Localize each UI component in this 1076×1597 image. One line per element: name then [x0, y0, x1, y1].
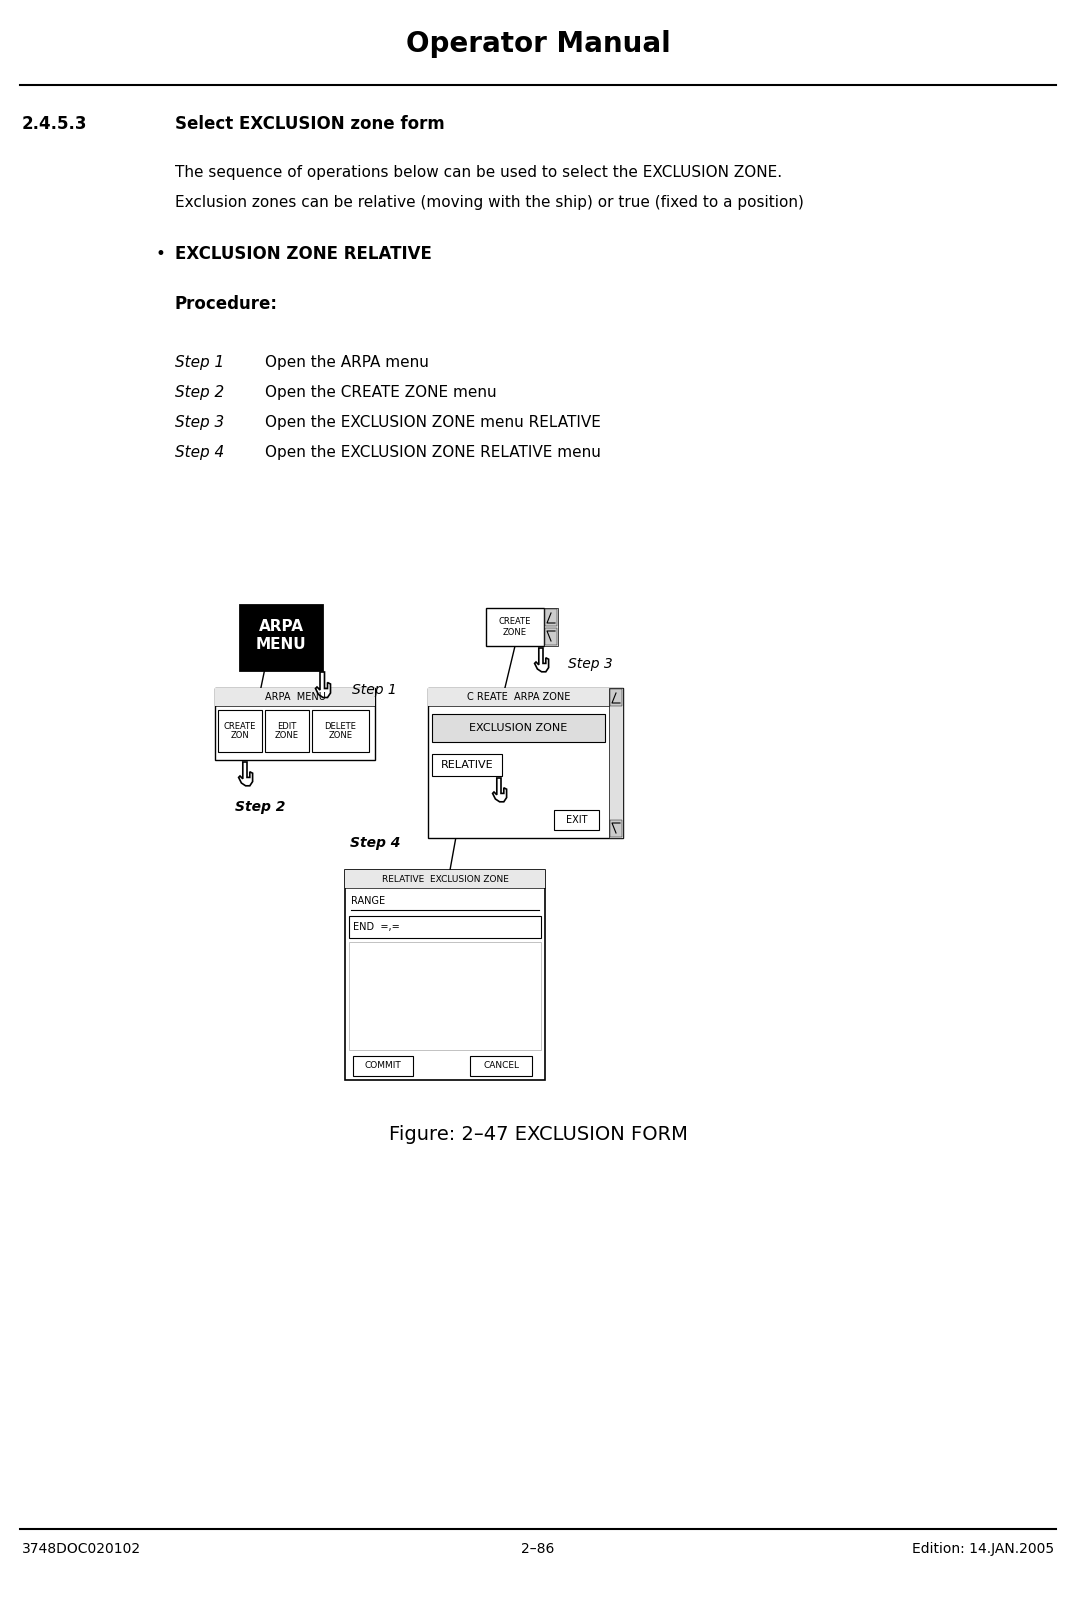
Bar [610, 819, 622, 837]
Text: Procedure:: Procedure: [175, 295, 278, 313]
Text: Open the ARPA menu: Open the ARPA menu [265, 355, 429, 371]
Text: CREATE
ZON: CREATE ZON [224, 722, 256, 741]
Polygon shape [239, 762, 253, 786]
Text: Select EXCLUSION zone form: Select EXCLUSION zone form [175, 115, 444, 133]
Bar [349, 917, 541, 937]
Bar [215, 688, 376, 760]
Bar [431, 714, 605, 743]
Text: Step 3: Step 3 [175, 415, 224, 430]
Text: Step 2: Step 2 [235, 800, 285, 814]
Bar [353, 1056, 413, 1076]
Text: 3748DOC020102: 3748DOC020102 [22, 1543, 141, 1555]
Text: Figure: 2–47 EXCLUSION FORM: Figure: 2–47 EXCLUSION FORM [388, 1124, 688, 1143]
Text: Step 4: Step 4 [175, 446, 224, 460]
Polygon shape [315, 672, 330, 698]
Text: CREATE
ZONE: CREATE ZONE [499, 618, 532, 637]
Text: 2.4.5.3: 2.4.5.3 [22, 115, 87, 133]
Bar [428, 688, 623, 838]
Text: ARPA
MENU: ARPA MENU [256, 618, 307, 652]
Bar [554, 810, 599, 830]
Bar [265, 711, 309, 752]
Text: •: • [155, 244, 165, 264]
Text: DELETE
ZONE: DELETE ZONE [325, 722, 356, 741]
Text: EXCLUSION ZONE: EXCLUSION ZONE [469, 723, 568, 733]
Polygon shape [535, 648, 549, 672]
Text: ARPA  MENU: ARPA MENU [265, 692, 325, 703]
Bar [546, 608, 557, 626]
Bar [349, 942, 541, 1049]
Text: Open the EXCLUSION ZONE menu RELATIVE: Open the EXCLUSION ZONE menu RELATIVE [265, 415, 600, 430]
Text: Step 1: Step 1 [352, 684, 397, 696]
Text: Open the CREATE ZONE menu: Open the CREATE ZONE menu [265, 385, 497, 399]
Text: Open the EXCLUSION ZONE RELATIVE menu: Open the EXCLUSION ZONE RELATIVE menu [265, 446, 600, 460]
Text: COMMIT: COMMIT [365, 1062, 401, 1070]
Bar [215, 688, 376, 706]
Text: Step 2: Step 2 [175, 385, 224, 399]
Text: EXCLUSION ZONE RELATIVE: EXCLUSION ZONE RELATIVE [175, 244, 431, 264]
Bar [312, 711, 369, 752]
Bar [345, 870, 546, 1080]
Bar [610, 688, 622, 706]
Bar [218, 711, 261, 752]
Text: Edition: 14.JAN.2005: Edition: 14.JAN.2005 [911, 1543, 1054, 1555]
Text: Step 3: Step 3 [568, 656, 612, 671]
Text: Step 4: Step 4 [350, 835, 400, 850]
Polygon shape [493, 778, 507, 802]
Bar [431, 754, 502, 776]
Bar [240, 605, 322, 671]
Text: EDIT
ZONE: EDIT ZONE [275, 722, 299, 741]
Text: The sequence of operations below can be used to select the EXCLUSION ZONE.: The sequence of operations below can be … [175, 164, 782, 180]
Text: 2–86: 2–86 [521, 1543, 555, 1555]
Text: RELATIVE  EXCLUSION ZONE: RELATIVE EXCLUSION ZONE [382, 875, 509, 883]
Bar [609, 688, 623, 838]
Bar [428, 688, 623, 706]
Text: CANCEL: CANCEL [483, 1062, 519, 1070]
Text: END  =,=: END =,= [353, 921, 400, 933]
Text: Exclusion zones can be relative (moving with the ship) or true (fixed to a posit: Exclusion zones can be relative (moving … [175, 195, 804, 209]
Bar [470, 1056, 532, 1076]
Text: RANGE: RANGE [351, 896, 385, 905]
Bar [544, 608, 558, 647]
Text: Operator Manual: Operator Manual [406, 30, 670, 57]
Bar [486, 608, 544, 647]
Text: EXIT: EXIT [566, 814, 587, 826]
Bar [546, 628, 557, 645]
Bar [345, 870, 546, 888]
Text: C REATE  ARPA ZONE: C REATE ARPA ZONE [467, 692, 570, 703]
Text: RELATIVE: RELATIVE [441, 760, 493, 770]
Text: Step 1: Step 1 [175, 355, 224, 371]
